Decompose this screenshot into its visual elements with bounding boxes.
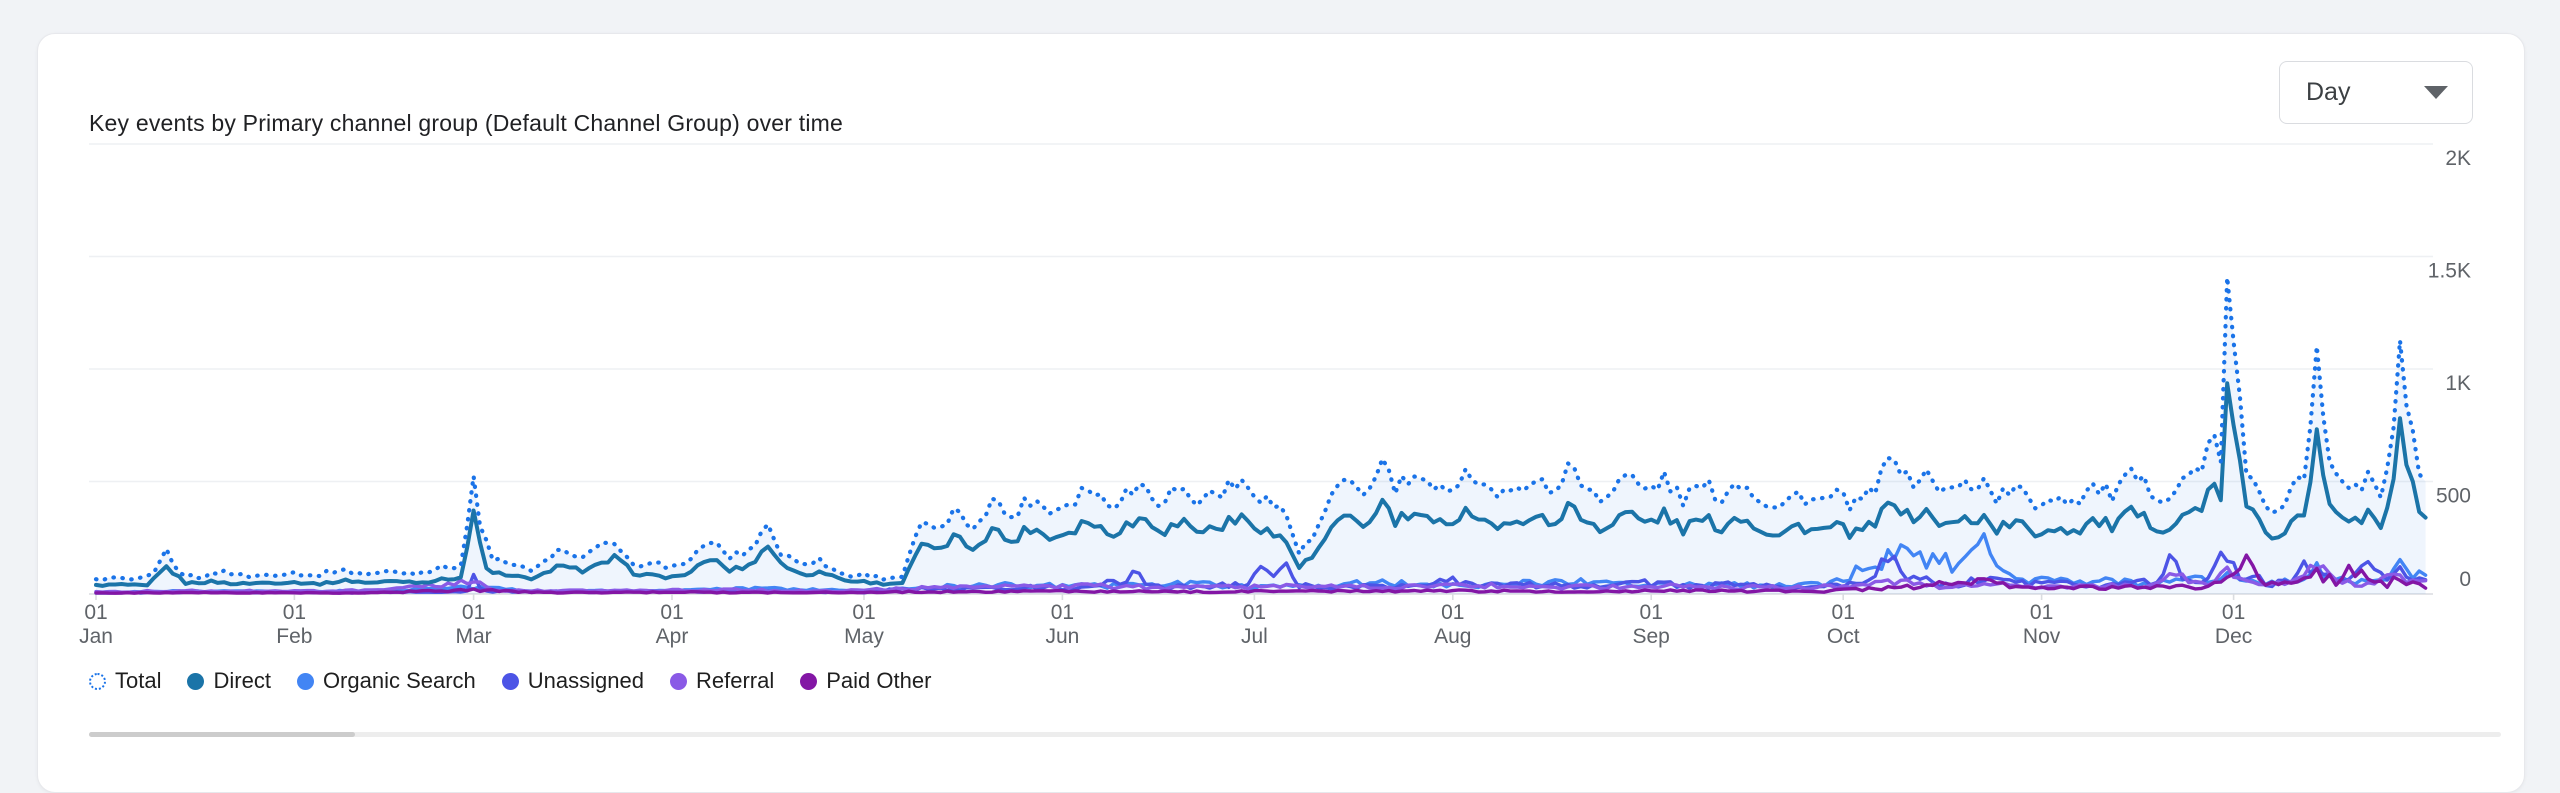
- x-axis-label-day: 01: [84, 601, 107, 624]
- legend-item-paid-other[interactable]: Paid Other: [800, 668, 931, 694]
- scrollbar-thumb[interactable]: [89, 732, 355, 737]
- x-axis-label-day: 01: [2222, 601, 2245, 624]
- y-axis-label: 500: [2436, 485, 2471, 508]
- x-axis-label-day: 01: [852, 601, 875, 624]
- legend-marker-icon: [501, 672, 519, 690]
- x-axis-label-day: 01: [660, 601, 683, 624]
- x-axis-label-day: 01: [1640, 601, 1663, 624]
- legend-marker-icon: [296, 672, 314, 690]
- y-axis-label: 2K: [2445, 147, 2471, 170]
- x-axis-label-day: 01: [1051, 601, 1074, 624]
- series-line-total: [93, 275, 2428, 583]
- x-axis-label-month: Aug: [1434, 625, 1471, 648]
- x-axis-label-day: 01: [2030, 601, 2053, 624]
- legend-marker-icon: [669, 672, 687, 690]
- legend-marker-icon: [187, 672, 205, 690]
- horizontal-scrollbar: [89, 732, 2501, 737]
- legend-label: Direct: [213, 668, 271, 693]
- chart-legend: Total Direct Organic Search Unassigned Refer…: [89, 666, 931, 696]
- x-axis-label-day: 01: [1243, 601, 1266, 624]
- x-axis-label-day: 01: [1832, 601, 1855, 624]
- x-axis-label-day: 01: [1441, 601, 1464, 624]
- x-axis-label-day: 01: [283, 601, 306, 624]
- legend-item-total[interactable]: Total: [89, 668, 161, 694]
- legend-label: Organic Search: [322, 668, 476, 693]
- x-axis-label-month: Feb: [276, 625, 312, 648]
- legend-item-referral[interactable]: Referral: [669, 668, 775, 694]
- legend-item-unassigned[interactable]: Unassigned: [501, 668, 644, 694]
- legend-marker-icon: [89, 672, 106, 690]
- y-axis-label: 1K: [2445, 372, 2471, 395]
- x-axis-label-month: May: [844, 625, 884, 648]
- legend-label: Referral: [695, 668, 775, 693]
- x-axis-label-month: Nov: [2023, 625, 2061, 648]
- legend-item-organic-search[interactable]: Organic Search: [296, 668, 476, 694]
- legend-label: Total: [115, 668, 162, 693]
- chevron-down-icon: [2424, 86, 2448, 99]
- x-axis-label-month: Mar: [456, 625, 492, 648]
- chart-title: Key events by Primary channel group (Def…: [89, 110, 843, 136]
- y-axis-label: 1.5K: [2428, 260, 2471, 283]
- x-axis-label-month: Apr: [656, 625, 689, 648]
- chart-card: Key events by Primary channel group (Def…: [37, 33, 2525, 793]
- legend-label: Paid Other: [826, 668, 932, 693]
- x-axis-label-month: Jul: [1241, 625, 1268, 648]
- timeseries-chart[interactable]: 05001K1.5K2K01Jan01Feb01Mar01Apr01May01J…: [38, 34, 2526, 659]
- legend-marker-icon: [800, 672, 818, 690]
- x-axis-label-month: Dec: [2215, 625, 2252, 648]
- x-axis-label-month: Oct: [1827, 625, 1860, 648]
- x-axis-label-day: 01: [462, 601, 485, 624]
- series-line-direct: [94, 381, 2428, 588]
- legend-label: Unassigned: [527, 668, 644, 693]
- legend-item-direct[interactable]: Direct: [187, 668, 271, 694]
- y-axis-label: 0: [2459, 568, 2471, 591]
- x-axis-label-month: Jan: [79, 625, 113, 648]
- total-area-fill: [96, 277, 2426, 594]
- x-axis-label-month: Jun: [1045, 625, 1079, 648]
- granularity-selected-value: Day: [2306, 78, 2351, 106]
- granularity-dropdown[interactable]: Day: [2279, 61, 2473, 124]
- series-line-paid-other: [94, 553, 2428, 595]
- x-axis-label-month: Sep: [1633, 625, 1670, 648]
